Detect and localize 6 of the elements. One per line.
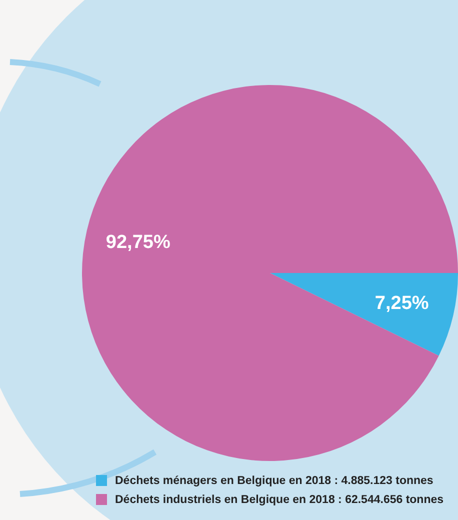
- legend-label: Déchets ménagers en Belgique en 2018 : 4.885.123 tonnes: [115, 474, 434, 486]
- legend-label: Déchets industriels en Belgique en 2018 : 62.544.656 tonnes: [115, 494, 444, 506]
- data-label: 7,25%: [374, 293, 429, 314]
- data-label: 92,75%: [106, 232, 170, 253]
- pie-slice: [270, 273, 458, 356]
- pie-slice: [82, 85, 458, 461]
